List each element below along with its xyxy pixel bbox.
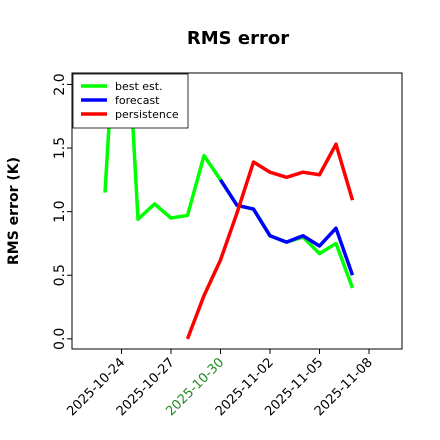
line-series: [219, 178, 355, 276]
y-tick-label: 0.0: [52, 328, 68, 350]
y-axis-label: RMS error (K): [6, 157, 22, 265]
legend-label: best est.: [115, 80, 163, 93]
plot-frame: [71, 72, 403, 350]
chart-title: RMS error: [187, 28, 289, 49]
y-tick-label: 1.5: [52, 137, 68, 159]
legend-label: forecast: [115, 94, 160, 107]
lines: [103, 73, 355, 340]
y-tick-label: 2.0: [52, 73, 68, 95]
legend-label: persistence: [115, 108, 179, 121]
y-tick-label: 1.0: [52, 201, 68, 223]
y-tick-label: 0.5: [52, 264, 68, 286]
line-series: [185, 142, 355, 340]
